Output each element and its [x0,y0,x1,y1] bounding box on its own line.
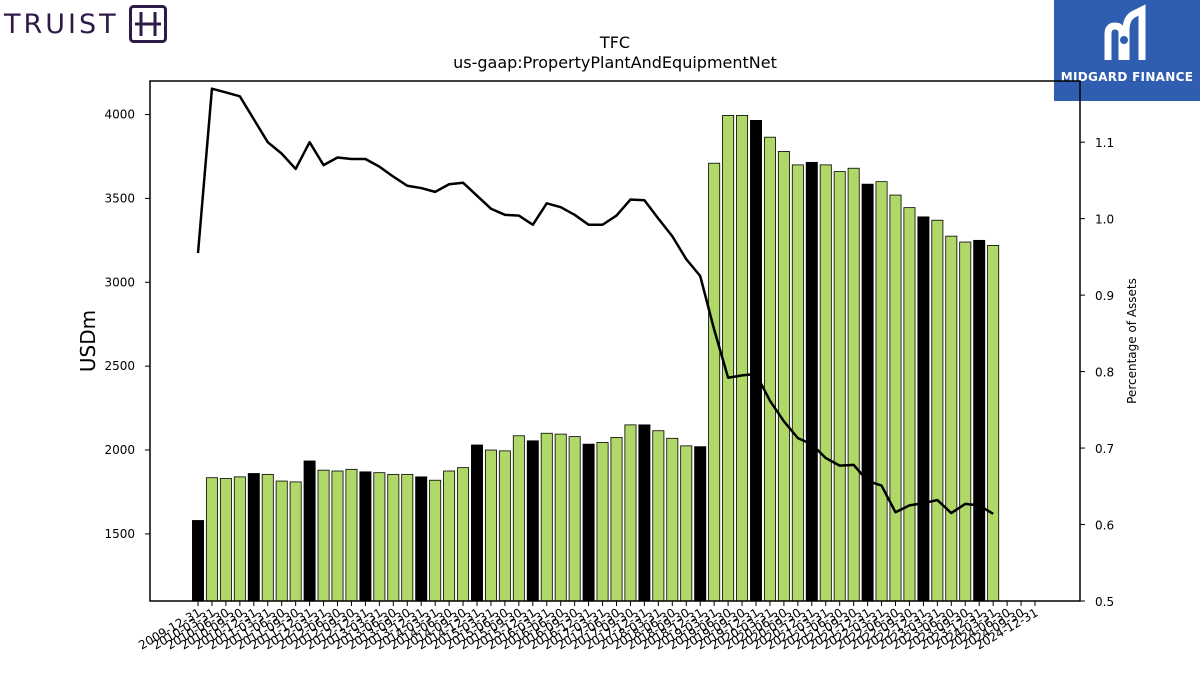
bar-2013-06-30 [387,473,400,602]
y2-tick-label: 0.5 [1095,595,1114,609]
bar-2015-06-30 [498,450,511,602]
truist-logo-icon [128,5,167,43]
bar-2017-06-30 [610,437,623,602]
bar-2016-09-30 [568,436,581,602]
bar-2011-09-30 [289,481,302,602]
bar-2018-12-31 [694,446,707,602]
bar-2013-09-30 [401,473,414,602]
y2-tick-label: 0.8 [1095,366,1114,380]
bar-2019-06-30 [722,114,735,602]
bar-2021-12-31 [861,183,874,602]
truist-logo: TRUIST [4,4,167,44]
bar-2012-09-30 [345,468,358,602]
bar-2018-03-31 [652,430,665,602]
bar-2023-12-31 [973,239,986,602]
y-tick-label: 3000 [104,275,135,289]
bar-2022-09-30 [903,207,916,602]
bar-2014-12-31 [471,444,483,602]
bar-2010-12-31 [247,473,260,602]
bar-2020-09-30 [791,164,804,602]
bar-2019-12-31 [750,120,762,602]
bar-2013-03-31 [373,472,386,602]
bar-2016-12-31 [582,443,595,602]
bar-2022-06-30 [889,194,902,602]
bar-2020-12-31 [805,161,818,602]
y2-axis-label: Percentage of Assets [1125,278,1139,404]
bar-2021-06-30 [833,171,846,602]
bar-2012-06-30 [331,470,344,602]
y2-tick-label: 1.0 [1095,213,1114,227]
bar-series [192,114,1000,602]
bar-2012-12-31 [359,471,372,602]
bar-2017-12-31 [638,424,651,602]
bar-2019-09-30 [736,114,749,602]
y2-tick-label: 1.1 [1095,136,1114,150]
bar-2015-12-31 [526,440,539,602]
y2-tick-label: 0.6 [1095,519,1114,533]
chart-title: TFC [599,33,630,52]
bar-2021-09-30 [847,167,860,602]
line-series [196,87,994,515]
bar-2014-06-30 [443,470,456,602]
y2-tick-label: 0.7 [1095,442,1114,456]
bar-2020-03-31 [763,136,776,602]
bar-2023-06-30 [945,235,958,602]
bar-2012-03-31 [317,469,330,602]
bar-2015-09-30 [512,435,525,602]
truist-logo-text: TRUIST [4,8,119,40]
bar-2021-03-31 [819,164,832,602]
bar-2013-12-31 [415,476,428,602]
y-tick-label: 2000 [104,443,135,457]
bar-2024-03-31 [987,244,1000,602]
bar-2018-06-30 [666,437,679,602]
midgard-finance-logo: MIDGARD FINANCE [1054,0,1200,101]
chart-subtitle: us-gaap:PropertyPlantAndEquipmentNet [453,53,777,72]
bar-2011-12-31 [303,460,316,602]
y2-tick-label: 0.9 [1095,289,1114,303]
axes: 1500 2000 2500 3000 3500 4000 0.5 0.6 0.7 0.8 0.9 1… [104,80,1114,652]
y-tick-label: 2500 [104,359,135,373]
bar-2014-03-31 [429,479,442,602]
midgard-logo-icon [1104,4,1146,60]
bar-2019-03-31 [708,162,721,602]
y-tick-label: 4000 [104,108,135,122]
bar-2011-03-31 [261,473,274,602]
bar-2010-03-31 [205,477,218,602]
plot-frame [149,80,1081,602]
pct-assets-line [196,87,994,515]
midgard-logo-text: MIDGARD FINANCE [1060,70,1194,84]
bar-2023-09-30 [959,241,972,602]
y-axis-label: USDm [76,310,100,372]
bar-2023-03-31 [931,219,944,602]
bar-2014-09-30 [457,467,470,602]
bar-2015-03-31 [484,449,497,602]
bar-2009-12-31 [192,520,204,602]
bar-2020-06-30 [777,151,790,602]
bar-2017-03-31 [596,442,609,602]
bar-2016-03-31 [540,432,553,602]
bar-2022-12-31 [917,216,930,602]
y-tick-label: 3500 [104,191,135,205]
bar-2010-09-30 [233,476,246,602]
bar-2017-09-30 [624,424,637,602]
bar-2016-06-30 [554,433,567,602]
bar-2011-06-30 [275,480,288,602]
bar-2022-03-31 [875,181,888,602]
bar-2018-09-30 [680,445,693,602]
y-tick-label: 1500 [104,527,135,541]
bar-2010-06-30 [219,478,232,602]
